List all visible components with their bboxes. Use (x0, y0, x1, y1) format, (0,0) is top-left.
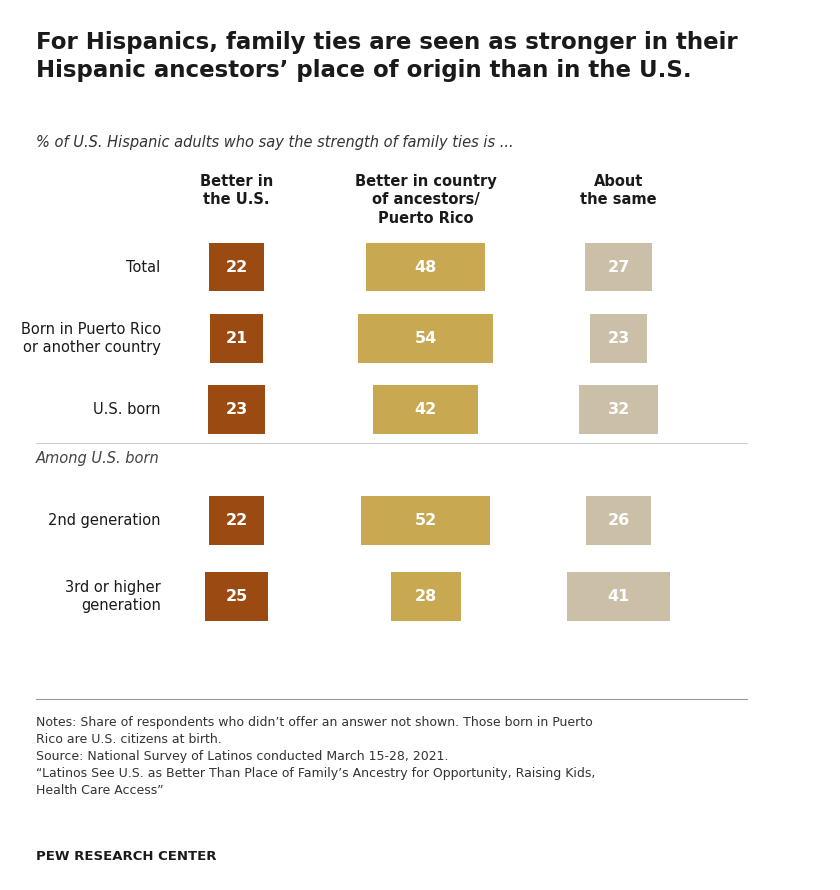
FancyBboxPatch shape (360, 497, 491, 545)
Text: Born in Puerto Rico
or another country: Born in Puerto Rico or another country (21, 321, 160, 355)
FancyBboxPatch shape (365, 243, 486, 292)
FancyBboxPatch shape (210, 313, 263, 363)
Text: 2nd generation: 2nd generation (48, 514, 160, 528)
FancyBboxPatch shape (585, 243, 652, 292)
FancyBboxPatch shape (209, 497, 264, 545)
Text: 54: 54 (414, 331, 437, 345)
Text: PEW RESEARCH CENTER: PEW RESEARCH CENTER (36, 850, 217, 863)
Text: 27: 27 (607, 260, 630, 274)
FancyBboxPatch shape (373, 384, 478, 433)
Text: 48: 48 (414, 260, 437, 274)
Text: 23: 23 (607, 331, 630, 345)
Text: 3rd or higher
generation: 3rd or higher generation (65, 579, 160, 613)
Text: 28: 28 (414, 589, 437, 603)
Text: Better in country
of ancestors/
Puerto Rico: Better in country of ancestors/ Puerto R… (354, 174, 496, 226)
Text: U.S. born: U.S. born (93, 402, 160, 417)
FancyBboxPatch shape (209, 243, 264, 292)
Text: About
the same: About the same (580, 174, 657, 207)
Text: 22: 22 (225, 260, 248, 274)
FancyBboxPatch shape (205, 572, 268, 621)
FancyBboxPatch shape (586, 497, 651, 545)
FancyBboxPatch shape (358, 313, 493, 363)
Text: 52: 52 (414, 514, 437, 528)
FancyBboxPatch shape (590, 313, 648, 363)
Text: 25: 25 (225, 589, 248, 603)
Text: 21: 21 (225, 331, 248, 345)
Text: For Hispanics, family ties are seen as stronger in their
Hispanic ancestors’ pla: For Hispanics, family ties are seen as s… (36, 31, 738, 82)
Text: Better in
the U.S.: Better in the U.S. (200, 174, 273, 207)
Text: 23: 23 (225, 402, 248, 417)
Text: Total: Total (127, 260, 160, 274)
Text: 22: 22 (225, 514, 248, 528)
FancyBboxPatch shape (567, 572, 669, 621)
Text: Among U.S. born: Among U.S. born (36, 451, 160, 465)
Text: 32: 32 (607, 402, 630, 417)
Text: % of U.S. Hispanic adults who say the strength of family ties is ...: % of U.S. Hispanic adults who say the st… (36, 135, 513, 150)
FancyBboxPatch shape (579, 384, 659, 433)
Text: 42: 42 (414, 402, 437, 417)
FancyBboxPatch shape (207, 384, 265, 433)
FancyBboxPatch shape (391, 572, 460, 621)
Text: 26: 26 (607, 514, 630, 528)
Text: Notes: Share of respondents who didn’t offer an answer not shown. Those born in : Notes: Share of respondents who didn’t o… (36, 716, 596, 797)
Text: 41: 41 (607, 589, 630, 603)
